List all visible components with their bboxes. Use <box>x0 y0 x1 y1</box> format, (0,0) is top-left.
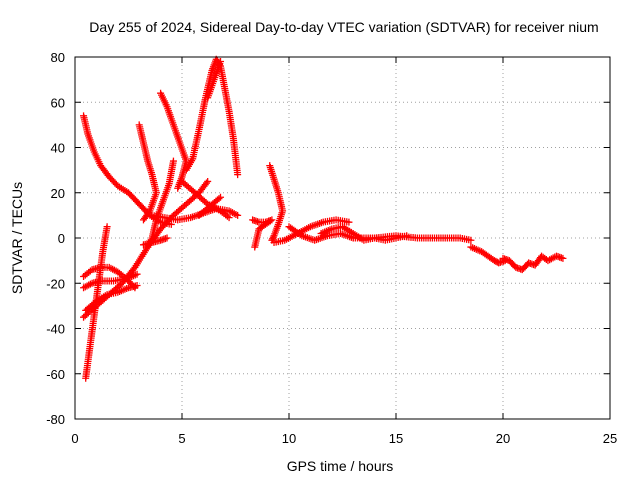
y-axis-label: SDTVAR / TECUs <box>9 182 25 294</box>
data-point <box>204 177 212 185</box>
series-trace-9 <box>157 89 190 192</box>
series-trace-6 <box>82 282 141 314</box>
data-point <box>251 243 259 251</box>
y-tick-label: 60 <box>51 95 65 110</box>
data-point <box>467 236 475 244</box>
data-point <box>217 58 225 66</box>
y-tick-label: 0 <box>58 231 65 246</box>
series-trace-3 <box>80 263 139 292</box>
x-tick-label: 0 <box>71 431 78 446</box>
y-tick-label: 40 <box>51 141 65 156</box>
data-point <box>217 193 225 201</box>
data-point <box>269 233 277 241</box>
data-point <box>141 214 149 222</box>
x-tick-label: 20 <box>496 431 510 446</box>
y-tick-label: -80 <box>46 412 65 427</box>
x-tick-label: 10 <box>282 431 296 446</box>
y-tick-label: -20 <box>46 276 65 291</box>
x-tick-label: 5 <box>178 431 185 446</box>
x-tick-label: 15 <box>389 431 403 446</box>
y-tick-label: -60 <box>46 367 65 382</box>
data-point <box>174 184 182 192</box>
series-trace-17 <box>266 162 287 244</box>
data-point <box>269 235 277 243</box>
data-point <box>202 179 210 187</box>
data-point <box>234 211 242 219</box>
series-trace-7 <box>135 121 160 224</box>
data-point <box>133 282 141 290</box>
series-trace-23 <box>499 252 567 274</box>
series-trace-8 <box>144 157 177 251</box>
y-tick-label: -40 <box>46 322 65 337</box>
series-trace-11 <box>139 234 171 249</box>
series-trace-15 <box>195 193 225 219</box>
data-point <box>163 234 171 242</box>
data-point <box>139 216 147 224</box>
data-point <box>133 270 141 278</box>
series-trace-21 <box>349 232 475 244</box>
data-point <box>215 195 223 203</box>
data-point <box>103 223 111 231</box>
data-points <box>80 55 567 382</box>
data-point <box>270 232 278 240</box>
data-point <box>169 157 177 165</box>
chart-title: Day 255 of 2024, Sidereal Day-to-day VTE… <box>89 19 598 35</box>
y-tick-label: 80 <box>51 50 65 65</box>
data-point <box>225 214 233 222</box>
series-trace-16 <box>249 216 276 251</box>
data-point <box>559 254 567 262</box>
series-trace-13 <box>204 58 225 102</box>
axis-ticks: 0 5 10 15 20 25 -80 -60 -40 -20 0 20 40 60 80 <box>46 50 617 446</box>
x-axis-label: GPS time / hours <box>287 458 394 474</box>
y-tick-label: 20 <box>51 186 65 201</box>
x-tick-label: 25 <box>603 431 617 446</box>
data-point <box>345 218 353 226</box>
data-point <box>234 171 242 179</box>
